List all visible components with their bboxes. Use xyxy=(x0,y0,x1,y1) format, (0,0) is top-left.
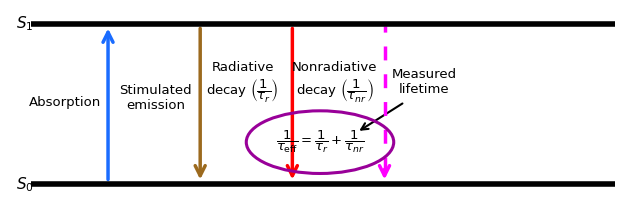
Text: Radiative
decay $\left(\dfrac{1}{\tau_r}\right)$: Radiative decay $\left(\dfrac{1}{\tau_r}… xyxy=(207,61,279,104)
Text: Measured
lifetime: Measured lifetime xyxy=(392,68,457,96)
Text: $S_1$: $S_1$ xyxy=(16,14,33,33)
Text: Nonradiative
decay $\left(\dfrac{1}{\tau_{nr}}\right)$: Nonradiative decay $\left(\dfrac{1}{\tau… xyxy=(292,61,378,104)
Text: $\dfrac{1}{\tau_{\mathrm{eff}}} = \dfrac{1}{\tau_r} + \dfrac{1}{\tau_{nr}}$: $\dfrac{1}{\tau_{\mathrm{eff}}} = \dfrac… xyxy=(276,129,364,155)
Text: $S_0$: $S_0$ xyxy=(16,175,34,194)
Text: Stimulated
emission: Stimulated emission xyxy=(119,84,191,112)
Text: Absorption: Absorption xyxy=(29,95,101,109)
